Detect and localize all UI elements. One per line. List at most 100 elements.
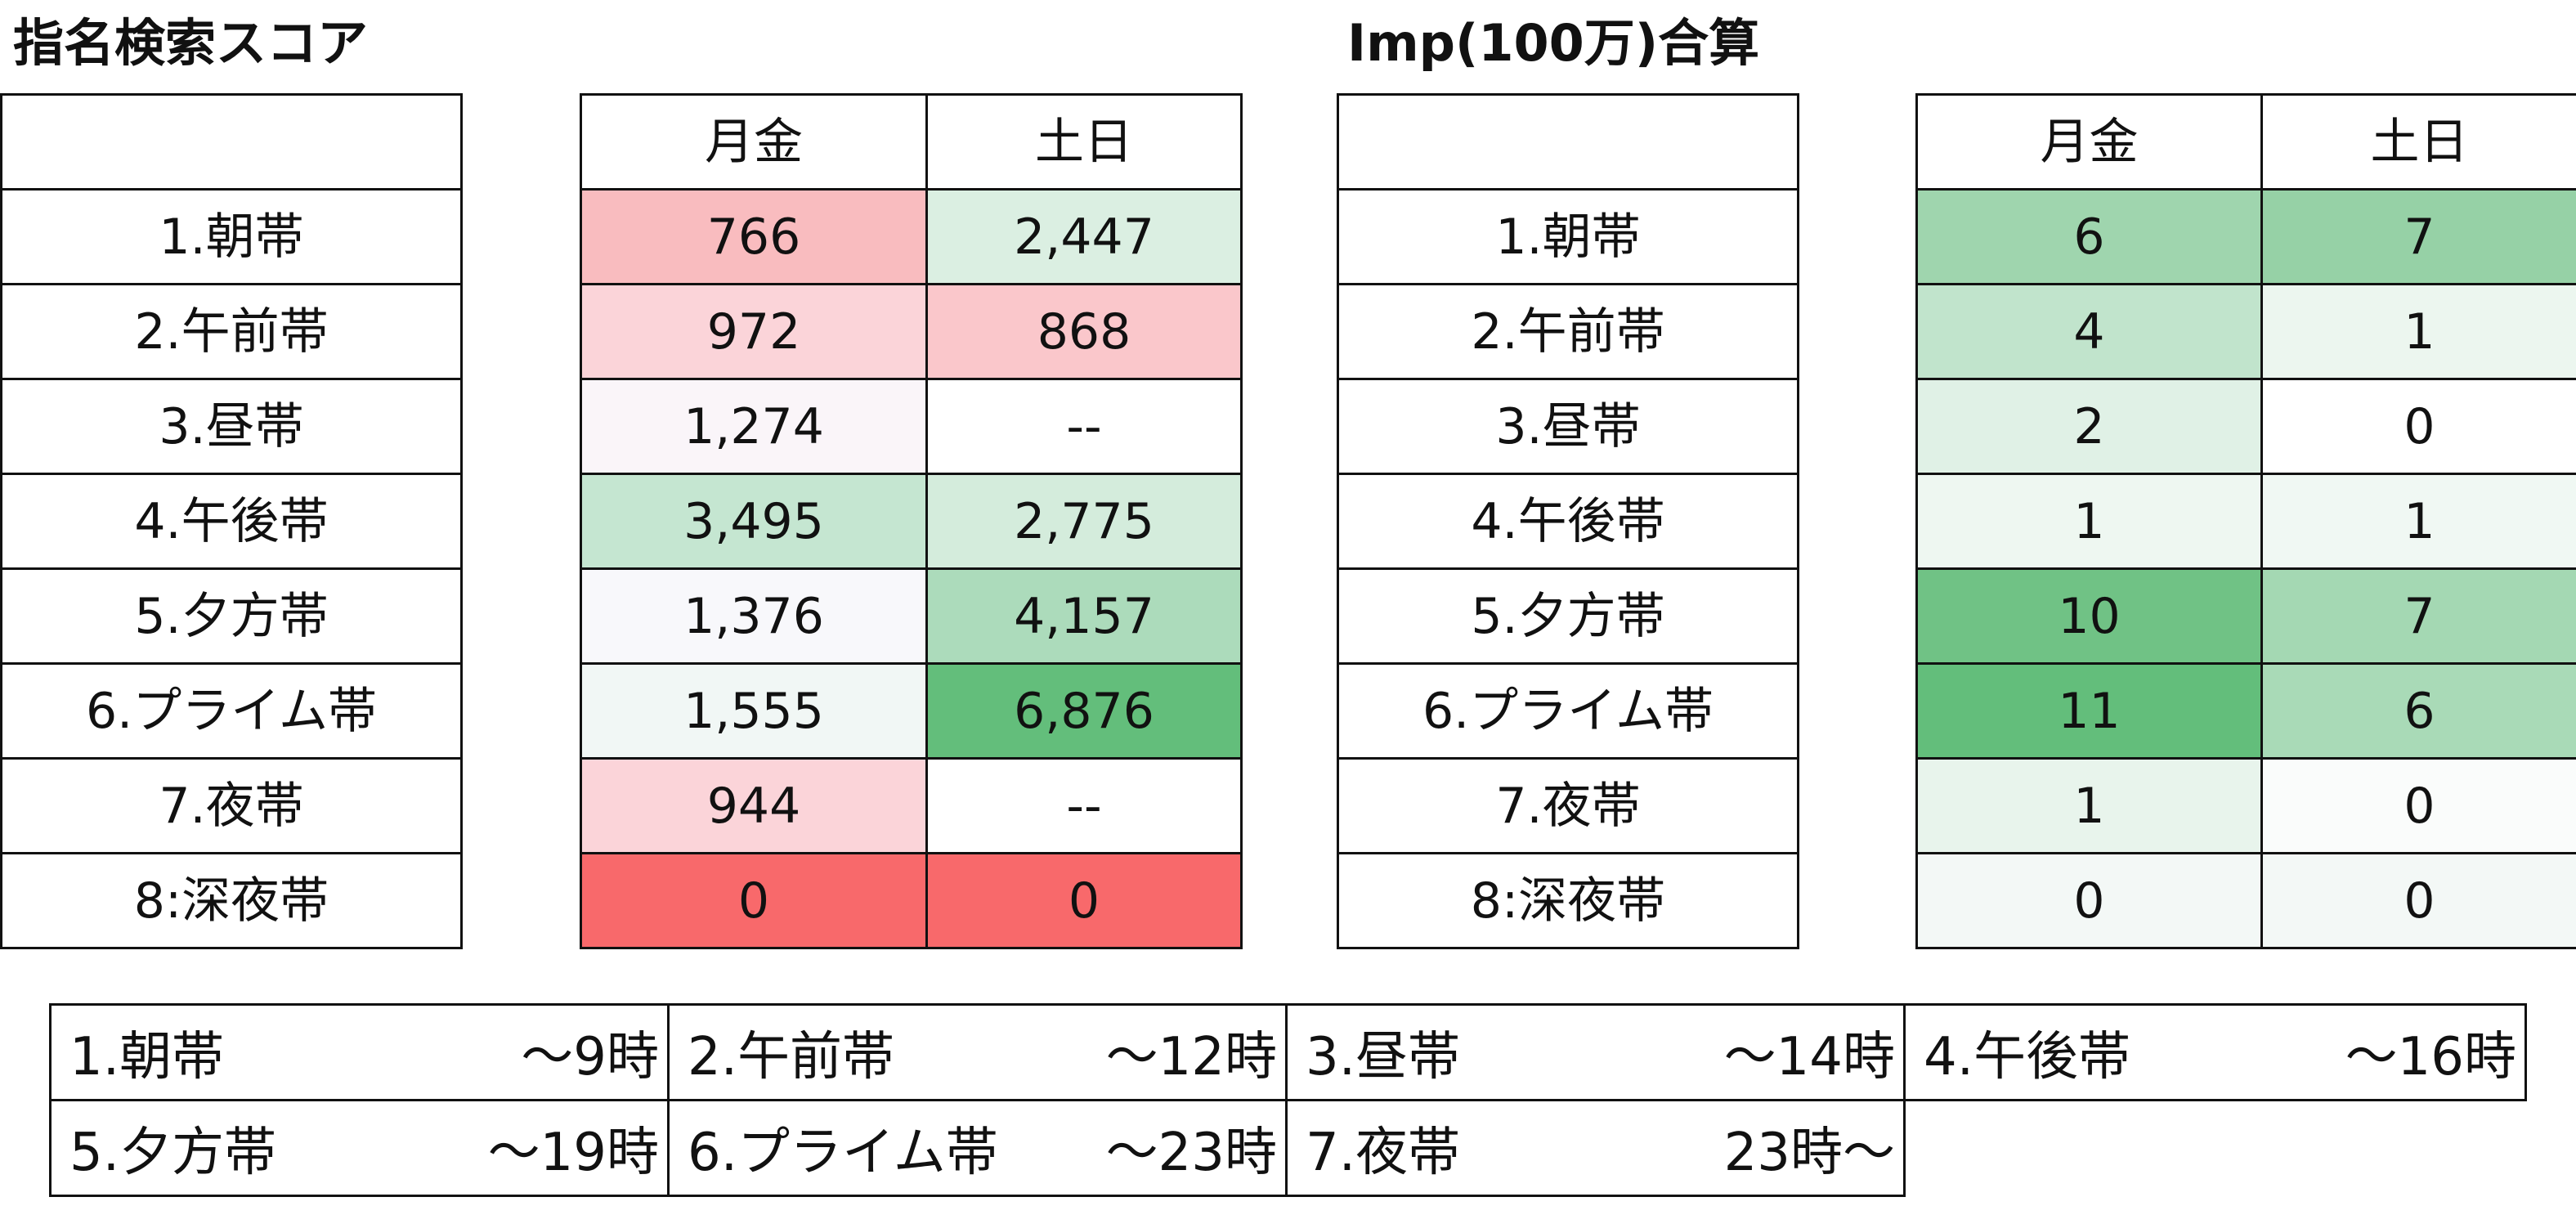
- search-score-header-row: 月金 土日: [580, 93, 1243, 191]
- legend-cell: 2.午前帯 ～12時: [667, 1003, 1288, 1101]
- imp-total-blank-header-cell: [1337, 93, 1799, 191]
- time-band-range: ～9時: [521, 1027, 659, 1087]
- search-score-weekend-cell: 4,157: [925, 567, 1243, 665]
- legend-row: 1.朝帯 ～9時 2.午前帯 ～12時 3.昼帯 ～14時 4.午後帯 ～16時: [49, 1003, 2527, 1101]
- search-score-label-row: 4.午後帯: [0, 473, 463, 570]
- imp-total-row-label: 8:深夜帯: [1337, 852, 1799, 949]
- imp-total-label-row: 2.午前帯: [1337, 283, 1799, 380]
- search-score-value-table: 月金 土日 766 2,447 972 868 1,274 -- 3,495 2,775 1,376…: [580, 93, 1243, 949]
- imp-total-row-label: 1.朝帯: [1337, 188, 1799, 285]
- imp-total-row-label: 7.夜帯: [1337, 757, 1799, 854]
- imp-total-weekday-cell: 4: [1915, 283, 2263, 380]
- imp-total-weekday-cell: 1: [1915, 473, 2263, 570]
- search-score-label-row: 8:深夜帯: [0, 852, 463, 949]
- search-score-weekday-cell: 3,495: [580, 473, 928, 570]
- imp-total-weekend-cell: 0: [2260, 757, 2576, 854]
- imp-total-weekend-cell: 7: [2260, 188, 2576, 285]
- time-band-name: 1.朝帯: [69, 1027, 225, 1087]
- search-score-row-label: 5.夕方帯: [0, 567, 463, 665]
- time-band-name: 6.プライム帯: [688, 1123, 998, 1183]
- imp-total-value-table: 月金 土日 6 7 4 1 2 0 1 1 10 7 11 6 1 0 0 0: [1915, 93, 2576, 949]
- search-score-value-row: 972 868: [580, 283, 1243, 380]
- search-score-label-row: 6.プライム帯: [0, 662, 463, 760]
- search-score-weekday-cell: 1,376: [580, 567, 928, 665]
- search-score-weekend-cell: --: [925, 757, 1243, 854]
- legend-cell: 1.朝帯 ～9時: [49, 1003, 670, 1101]
- imp-total-weekday-cell: 0: [1915, 852, 2263, 949]
- imp-total-weekend-cell: 7: [2260, 567, 2576, 665]
- imp-total-row-label: 3.昼帯: [1337, 378, 1799, 475]
- search-score-weekday-cell: 1,274: [580, 378, 928, 475]
- imp-total-label-row: 3.昼帯: [1337, 378, 1799, 475]
- imp-total-title: Imp(100万)合算: [1347, 13, 1760, 73]
- imp-total-row-label: 6.プライム帯: [1337, 662, 1799, 760]
- search-score-row-label: 8:深夜帯: [0, 852, 463, 949]
- search-score-weekend-cell: 6,876: [925, 662, 1243, 760]
- imp-total-label-row: 5.夕方帯: [1337, 567, 1799, 665]
- search-score-header-weekday: 月金: [580, 93, 928, 191]
- imp-total-weekend-cell: 0: [2260, 378, 2576, 475]
- imp-total-value-row: 10 7: [1915, 567, 2576, 665]
- search-score-label-row: 3.昼帯: [0, 378, 463, 475]
- search-score-weekday-cell: 944: [580, 757, 928, 854]
- search-score-value-row: 1,555 6,876: [580, 662, 1243, 760]
- search-score-value-row: 1,376 4,157: [580, 567, 1243, 665]
- imp-total-weekend-cell: 1: [2260, 473, 2576, 570]
- imp-total-row-label: 5.夕方帯: [1337, 567, 1799, 665]
- time-band-name: 7.夜帯: [1306, 1123, 1461, 1183]
- imp-total-weekday-cell: 6: [1915, 188, 2263, 285]
- search-score-weekday-cell: 972: [580, 283, 928, 380]
- legend-row: 5.夕方帯 ～19時 6.プライム帯 ～23時 7.夜帯 23時～: [49, 1099, 2526, 1197]
- legend-cell: 3.昼帯 ～14時: [1285, 1003, 1906, 1101]
- search-score-value-row: 944 --: [580, 757, 1243, 854]
- imp-total-row-label: 2.午前帯: [1337, 283, 1799, 380]
- imp-total-label-row: 4.午後帯: [1337, 473, 1799, 570]
- time-band-range: ～14時: [1723, 1027, 1895, 1087]
- search-score-weekday-cell: 1,555: [580, 662, 928, 760]
- search-score-label-table: 1.朝帯 2.午前帯 3.昼帯 4.午後帯 5.夕方帯 6.プライム帯 7.夜帯 8:深夜帯: [0, 93, 463, 949]
- time-band-name: 2.午前帯: [688, 1027, 895, 1087]
- imp-total-label-row: 1.朝帯: [1337, 188, 1799, 285]
- time-band-name: 5.夕方帯: [69, 1123, 277, 1183]
- legend-cell: 6.プライム帯 ～23時: [667, 1099, 1288, 1197]
- search-score-row-label: 6.プライム帯: [0, 662, 463, 760]
- search-score-header-row: [0, 93, 463, 191]
- time-band-range: 23時～: [1723, 1123, 1895, 1183]
- legend-empty-cell: [1904, 1099, 2526, 1196]
- search-score-value-row: 766 2,447: [580, 188, 1243, 285]
- time-band-range: ～23時: [1105, 1123, 1277, 1183]
- search-score-weekend-cell: 868: [925, 283, 1243, 380]
- search-score-title: 指名検索スコア: [13, 13, 369, 73]
- search-score-label-row: 1.朝帯: [0, 188, 463, 285]
- time-band-name: 4.午後帯: [1924, 1027, 2131, 1087]
- legend-cell: 7.夜帯 23時～: [1285, 1099, 1906, 1197]
- time-band-range: ～16時: [2345, 1027, 2516, 1087]
- imp-total-weekend-cell: 0: [2260, 852, 2576, 949]
- time-band-name: 3.昼帯: [1306, 1027, 1461, 1087]
- imp-total-weekday-cell: 10: [1915, 567, 2263, 665]
- search-score-weekend-cell: 2,447: [925, 188, 1243, 285]
- search-score-label-row: 2.午前帯: [0, 283, 463, 380]
- imp-total-value-row: 11 6: [1915, 662, 2576, 760]
- imp-total-weekend-cell: 6: [2260, 662, 2576, 760]
- time-band-legend: 1.朝帯 ～9時 2.午前帯 ～12時 3.昼帯 ～14時 4.午後帯 ～16時 5.夕方帯 ～1…: [49, 1003, 2527, 1197]
- imp-total-label-row: 7.夜帯: [1337, 757, 1799, 854]
- legend-cell: 5.夕方帯 ～19時: [49, 1099, 670, 1197]
- time-band-range: ～19時: [487, 1123, 659, 1183]
- imp-total-row-label: 4.午後帯: [1337, 473, 1799, 570]
- imp-total-label-table: 1.朝帯 2.午前帯 3.昼帯 4.午後帯 5.夕方帯 6.プライム帯 7.夜帯 8:深夜帯: [1337, 93, 1799, 949]
- imp-total-weekend-cell: 1: [2260, 283, 2576, 380]
- imp-total-header-row: [1337, 93, 1799, 191]
- search-score-label-row: 7.夜帯: [0, 757, 463, 854]
- search-score-row-label: 7.夜帯: [0, 757, 463, 854]
- imp-total-weekday-cell: 1: [1915, 757, 2263, 854]
- search-score-blank-header-cell: [0, 93, 463, 191]
- imp-total-header-weekend: 土日: [2260, 93, 2576, 191]
- imp-total-label-row: 8:深夜帯: [1337, 852, 1799, 949]
